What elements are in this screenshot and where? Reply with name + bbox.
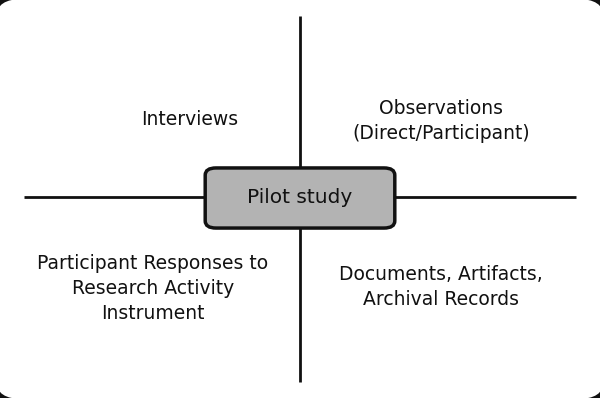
FancyBboxPatch shape: [205, 168, 395, 228]
Text: Interviews: Interviews: [141, 110, 238, 129]
Text: Observations
(Direct/Participant): Observations (Direct/Participant): [352, 100, 530, 143]
Text: Pilot study: Pilot study: [247, 188, 353, 207]
Text: Documents, Artifacts,
Archival Records: Documents, Artifacts, Archival Records: [339, 265, 543, 308]
Text: Participant Responses to
Research Activity
Instrument: Participant Responses to Research Activi…: [37, 254, 269, 323]
